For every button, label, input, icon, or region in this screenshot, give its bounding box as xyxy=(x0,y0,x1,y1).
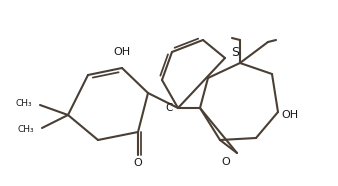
Text: C: C xyxy=(166,103,173,113)
Text: CH₃: CH₃ xyxy=(15,99,32,108)
Text: CH₃: CH₃ xyxy=(17,126,34,134)
Text: O: O xyxy=(222,157,231,167)
Text: S: S xyxy=(231,46,239,59)
Text: OH: OH xyxy=(114,47,130,57)
Text: OH: OH xyxy=(282,110,298,120)
Text: O: O xyxy=(134,158,142,168)
